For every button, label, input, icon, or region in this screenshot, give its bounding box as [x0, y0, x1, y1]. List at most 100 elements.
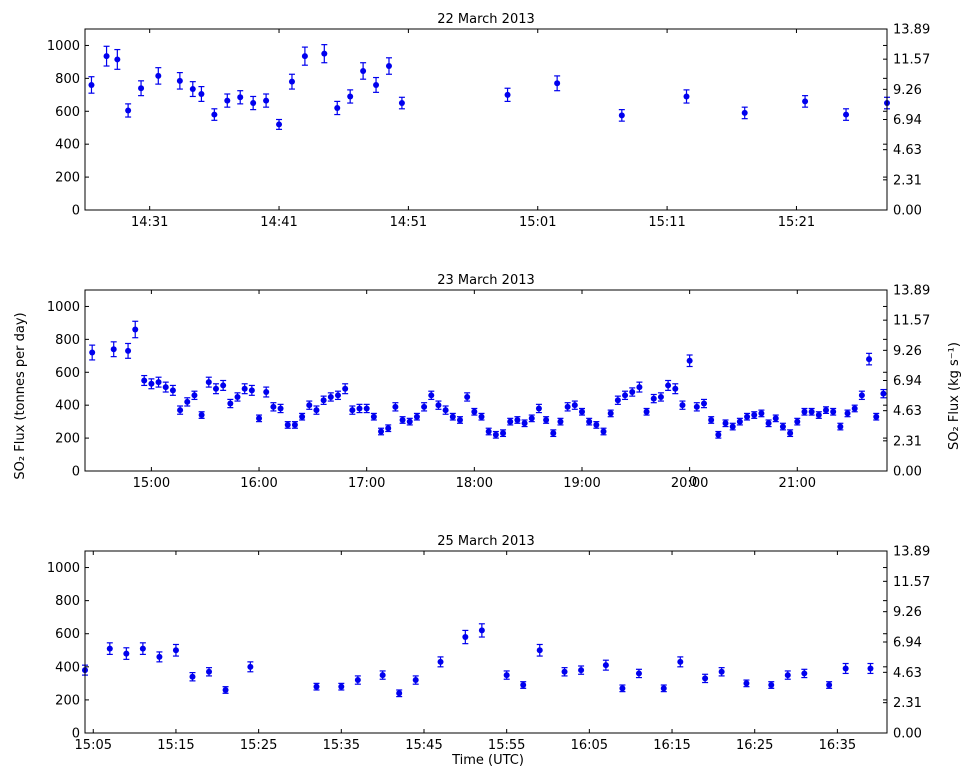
right-y-tick-label: 4.63	[893, 666, 922, 681]
data-point	[189, 673, 196, 680]
data-point	[299, 413, 306, 420]
data-point	[593, 421, 600, 428]
plot-frame	[84, 289, 888, 472]
x-tick-label: 14:41	[260, 215, 297, 230]
right-y-tick-label: 6.94	[893, 113, 922, 128]
data-point	[241, 385, 248, 392]
data-point	[373, 81, 380, 88]
right-y-tick-label: 11.57	[893, 575, 930, 590]
data-point	[277, 405, 284, 412]
right-y-tick-label: 13.89	[893, 545, 930, 560]
x-tick-label: 16:00	[240, 476, 277, 491]
data-point	[794, 418, 801, 425]
chart-panel-2: 23 March 2013 0 200 400 600 800 1000 0.00 2.31 4.…	[47, 273, 930, 491]
data-point	[619, 685, 626, 692]
data-point	[779, 423, 786, 430]
data-point	[220, 382, 227, 389]
data-point	[751, 412, 758, 419]
data-point	[464, 393, 471, 400]
data-point	[507, 418, 514, 425]
data-point	[222, 686, 229, 693]
data-point	[837, 423, 844, 430]
data-point	[396, 690, 403, 697]
data-point	[564, 403, 571, 410]
x-tick-label: 16:35	[819, 738, 856, 753]
left-y-tick-label: 800	[55, 594, 80, 609]
data-point	[557, 418, 564, 425]
data-point	[867, 665, 874, 672]
right-y-tick-label: 2.31	[893, 173, 922, 188]
data-point	[155, 379, 162, 386]
data-point	[571, 402, 578, 409]
data-point	[808, 408, 815, 415]
data-point	[363, 405, 370, 412]
data-point	[263, 389, 270, 396]
data-point	[138, 85, 145, 92]
data-point	[141, 377, 148, 384]
data-point	[237, 94, 244, 101]
data-point	[550, 430, 557, 437]
left-y-tick-label: 600	[55, 105, 80, 120]
left-y-tick-label: 400	[55, 138, 80, 153]
data-point	[184, 398, 191, 405]
data-point	[250, 100, 257, 107]
left-y-tick-label: 800	[55, 333, 80, 348]
data-point	[528, 415, 535, 422]
data-point	[347, 93, 354, 100]
data-point	[385, 63, 392, 70]
data-point	[478, 413, 485, 420]
x-tick-label: 15:21	[778, 215, 815, 230]
data-point	[743, 680, 750, 687]
right-y-tick-label: 6.94	[893, 636, 922, 651]
left-y-tick-label: 200	[55, 171, 80, 186]
data-point	[471, 408, 478, 415]
plot-frame	[84, 28, 888, 211]
right-y-tick-label: 13.89	[893, 284, 930, 299]
data-point	[327, 393, 334, 400]
right-y-tick-label: 9.26	[893, 605, 922, 620]
x-tick-label: 17:00	[348, 476, 385, 491]
data-point	[635, 670, 642, 677]
x-tick-label: 15:15	[157, 738, 194, 753]
data-point	[643, 408, 650, 415]
data-point	[320, 397, 327, 404]
x-tick-label: 15:01	[519, 215, 556, 230]
data-point	[693, 403, 700, 410]
data-point	[139, 645, 146, 652]
x-tick-label: 14:31	[131, 215, 168, 230]
data-point	[155, 72, 162, 79]
panel-title: 25 March 2013	[437, 534, 535, 549]
data-point	[191, 392, 198, 399]
data-point	[162, 384, 169, 391]
data-point	[677, 658, 684, 665]
panel-title: 22 March 2013	[437, 12, 535, 27]
data-point	[554, 80, 561, 87]
data-point	[718, 668, 725, 675]
right-y-tick-label: 11.57	[893, 53, 930, 68]
data-point	[385, 425, 392, 432]
left-y-axis-label: SO₂ Flux (tonnes per day)	[13, 312, 28, 479]
data-point	[288, 78, 295, 85]
data-point	[270, 403, 277, 410]
x-tick-label: 19:00	[563, 476, 600, 491]
data-point	[602, 662, 609, 669]
data-point	[536, 647, 543, 654]
left-y-tick-label: 1000	[47, 39, 80, 54]
data-point	[543, 416, 550, 423]
data-point	[842, 665, 849, 672]
data-point	[110, 346, 117, 353]
data-point	[462, 634, 469, 641]
data-point	[412, 677, 419, 684]
left-y-tick-label: 0	[72, 465, 80, 480]
data-point	[125, 107, 132, 114]
data-point	[334, 392, 341, 399]
data-point	[618, 112, 625, 119]
data-point	[212, 385, 219, 392]
data-point	[801, 670, 808, 677]
data-point	[172, 647, 179, 654]
data-point	[600, 428, 607, 435]
data-point	[478, 627, 485, 634]
data-point	[665, 382, 672, 389]
data-point	[578, 667, 585, 674]
x-tick-label: 14:51	[390, 215, 427, 230]
